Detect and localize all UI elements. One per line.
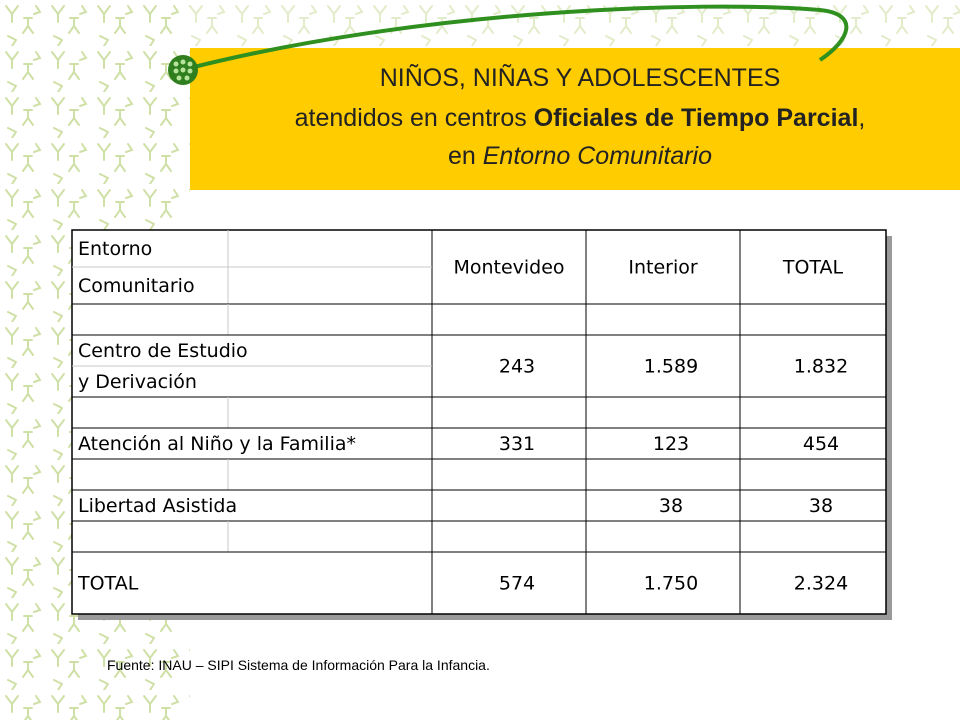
title-part: en [448, 142, 483, 170]
column-header: Interior [628, 257, 697, 279]
decorative-curve [189, 4, 849, 70]
cell-value: 38 [659, 495, 683, 517]
column-header: TOTAL [782, 257, 844, 279]
cell-value: 574 [499, 573, 535, 595]
row-label: TOTAL [77, 573, 139, 595]
row-label: y Derivación [78, 371, 197, 393]
title-part: Oficiales de Tiempo Parcial [534, 104, 859, 132]
title-line: NIÑOS, NIÑAS Y ADOLESCENTES [380, 63, 781, 92]
cell-value: 123 [653, 433, 689, 455]
cell-value: 454 [803, 433, 839, 455]
cell-value: 331 [499, 433, 535, 455]
row-label: Entorno [78, 238, 152, 260]
title-part: atendidos en centros [295, 104, 534, 132]
bullet-dots [173, 59, 193, 81]
title-line: en Entorno Comunitario [448, 142, 712, 170]
title-banner [190, 48, 960, 190]
title-line: atendidos en centros Oficiales de Tiempo… [295, 104, 866, 132]
cell-value: 1.832 [794, 356, 848, 378]
cell-value: 243 [499, 356, 535, 378]
column-header: Montevideo [453, 257, 564, 279]
title-part: NIÑOS, NIÑAS Y ADOLESCENTES [380, 63, 781, 92]
cell-value: 1.589 [644, 356, 698, 378]
title-part: , [858, 104, 865, 132]
footnote: Fuente: INAU – SIPI Sistema de Informaci… [107, 657, 490, 673]
cell-value: 1.750 [644, 573, 698, 595]
table-frame [71, 229, 887, 615]
row-label: Libertad Asistida [78, 495, 237, 517]
cell-value: 2.324 [794, 573, 848, 595]
row-label: Atención al Niño y la Familia* [78, 433, 356, 455]
row-label: Comunitario [78, 275, 195, 297]
cell-value: 38 [809, 495, 833, 517]
title-part: Entorno Comunitario [483, 142, 712, 170]
row-label: Centro de Estudio [78, 340, 248, 362]
